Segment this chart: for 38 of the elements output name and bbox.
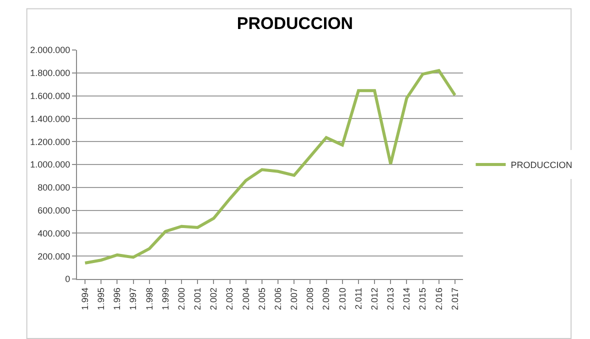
x-tick-label: 2.002 bbox=[208, 288, 219, 310]
x-tick-label: 2.010 bbox=[337, 288, 348, 310]
y-tick-label: 1.600.000 bbox=[30, 90, 70, 101]
line-series bbox=[84, 69, 456, 264]
y-tick-label: 200.000 bbox=[38, 251, 70, 262]
x-tick-label: 2.000 bbox=[176, 288, 186, 310]
x-tick-label: 2.009 bbox=[321, 288, 332, 310]
y-tick-label: 1.000.000 bbox=[30, 160, 70, 170]
x-tick-label: 2.015 bbox=[418, 288, 428, 310]
x-tick-label: 1.999 bbox=[160, 288, 170, 310]
chart-title: PRODUCCION bbox=[236, 14, 354, 33]
y-tick-label: 1.400.000 bbox=[30, 114, 70, 124]
x-tick-label: 1.997 bbox=[128, 288, 138, 310]
y-tick-label: 1.800.000 bbox=[30, 68, 70, 78]
x-tick-label: 2.008 bbox=[305, 288, 316, 310]
y-tick-label: 600.000 bbox=[38, 205, 70, 216]
x-tick-label: 2.016 bbox=[434, 288, 444, 310]
x-tick-label: 2.004 bbox=[240, 288, 251, 310]
x-tick-label: 2.003 bbox=[224, 288, 235, 310]
y-tick-label: 400.000 bbox=[38, 228, 70, 238]
x-tick-label: 2.013 bbox=[386, 288, 396, 310]
x-tick-label: 2.005 bbox=[256, 288, 267, 310]
legend-label: PRODUCCION bbox=[510, 160, 572, 170]
x-tick-label: 2.006 bbox=[272, 288, 283, 310]
x-tick-label: 1.995 bbox=[96, 288, 106, 310]
x-tick-label: 2.011 bbox=[353, 288, 364, 310]
y-tick-label: 1.200.000 bbox=[30, 136, 70, 147]
y-tick-label: 2.000.000 bbox=[30, 45, 70, 56]
x-tick-label: 2.014 bbox=[402, 288, 412, 310]
x-tick-label: 1.994 bbox=[80, 288, 90, 310]
x-tick-label: 2.001 bbox=[192, 288, 203, 310]
x-tick-label: 1.996 bbox=[112, 288, 122, 310]
x-tick-label: 2.017 bbox=[450, 288, 460, 310]
x-tick-label: 1.998 bbox=[144, 288, 154, 310]
y-tick-label: 0 bbox=[65, 274, 70, 284]
x-tick-label: 2.007 bbox=[289, 288, 300, 310]
x-tick-label: 2.012 bbox=[369, 288, 380, 310]
y-tick-label: 800.000 bbox=[38, 182, 70, 193]
